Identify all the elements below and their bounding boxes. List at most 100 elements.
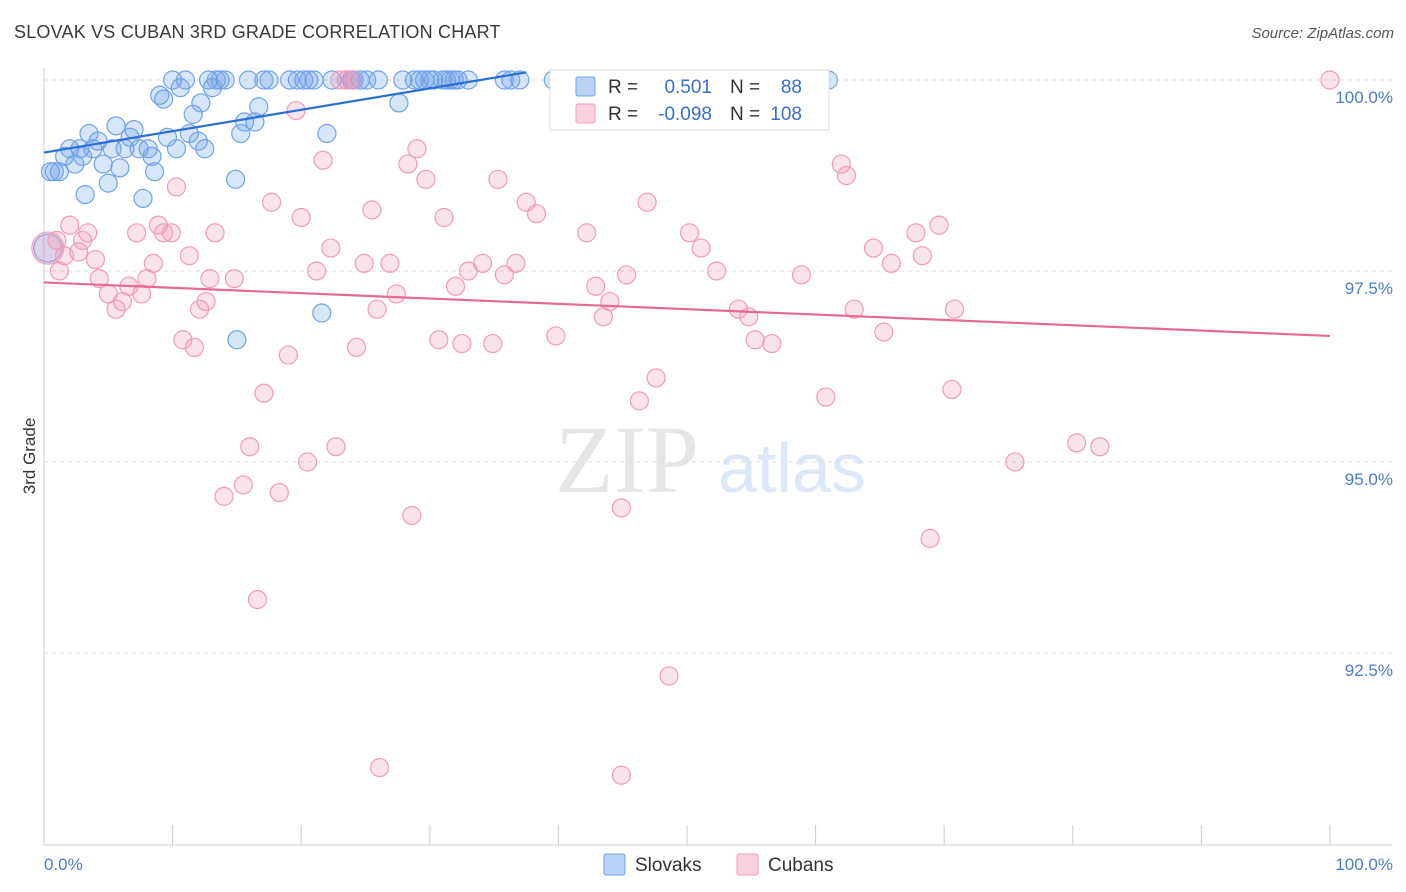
cubans-point-33 <box>254 383 274 403</box>
slovaks-point-66 <box>393 70 413 90</box>
stats-legend-box <box>549 69 830 131</box>
cubans-point-31 <box>240 437 260 457</box>
slovaks-point-54 <box>299 70 319 90</box>
cubans-point-93 <box>881 253 902 273</box>
cubans-point-25 <box>196 291 216 312</box>
watermark-atlas: atlas <box>718 429 866 507</box>
cubans-point-18 <box>153 223 174 243</box>
cubans-point-13 <box>126 223 147 243</box>
cubans-point-96 <box>920 528 940 549</box>
cubans-point-47 <box>354 253 374 273</box>
cubans-legend-label[interactable]: Cubans <box>768 855 834 876</box>
slovaks-point-42 <box>215 70 235 90</box>
slovaks-point-55 <box>304 70 324 90</box>
cubans-point-59 <box>452 333 472 354</box>
cubans-point-44 <box>336 70 356 90</box>
slovaks-r-label: R = <box>608 77 638 98</box>
cubans-point-28 <box>214 486 234 506</box>
cubans-point-90 <box>844 299 864 319</box>
cubans-point-104 <box>370 757 390 778</box>
slovaks-point-37 <box>195 139 215 159</box>
cubans-point-14 <box>132 284 152 304</box>
slovaks-point-8 <box>72 146 93 166</box>
cubans-point-40 <box>307 261 327 281</box>
cubans-point-79 <box>679 223 700 243</box>
cubans-point-6 <box>78 223 98 243</box>
slovaks-legend-swatch <box>575 76 596 97</box>
cubans-point-80 <box>691 238 711 258</box>
cubans-point-86 <box>791 265 812 285</box>
gridlines <box>44 79 1392 654</box>
slovaks-point-24 <box>142 146 162 166</box>
y-tick-label-0: 92.5% <box>1345 661 1393 680</box>
slovaks-point-2 <box>44 162 64 182</box>
cubans-point-16 <box>143 253 163 273</box>
cubans-point-8 <box>89 269 109 289</box>
cubans-point-27 <box>205 223 225 243</box>
cubans-point-29 <box>224 269 244 289</box>
cubans-point-88 <box>831 154 851 174</box>
cubans-point-69 <box>577 223 597 243</box>
slovaks-point-22 <box>133 188 153 209</box>
slovaks-point-14 <box>98 173 118 193</box>
stats-legend: R = 0.501 N = 88 R = -0.098 N = 108 <box>549 69 830 131</box>
y-tick-label-2: 97.5% <box>1345 279 1393 298</box>
cubans-point-3 <box>60 215 80 235</box>
cubans-point-101 <box>1067 433 1087 453</box>
cubans-bottom-swatch[interactable] <box>736 853 759 876</box>
cubans-point-73 <box>611 498 632 518</box>
slovaks-point-17 <box>110 158 130 178</box>
cubans-point-4 <box>69 242 89 262</box>
x-tick-marks <box>43 825 1331 845</box>
slovaks-point-87 <box>227 330 247 350</box>
cubans-points <box>31 70 1340 785</box>
trend-lines <box>43 71 1331 338</box>
slovaks-point-56 <box>312 303 332 323</box>
cubans-point-70 <box>586 276 606 296</box>
slovaks-point-65 <box>389 93 409 113</box>
slovaks-point-52 <box>287 70 307 90</box>
series-legend: Slovaks Cubans <box>603 853 834 876</box>
cubans-point-34 <box>262 192 282 212</box>
cubans-point-32 <box>247 589 268 610</box>
cubans-point-75 <box>629 391 650 411</box>
y-tick-label-1: 95.0% <box>1345 470 1393 489</box>
slovaks-point-51 <box>280 70 300 90</box>
y-tick-label-3: 100.0% <box>1335 88 1393 107</box>
slovaks-point-67 <box>404 70 424 90</box>
slovaks-point-58 <box>322 70 342 90</box>
cubans-point-95 <box>912 246 932 266</box>
cubans-point-105 <box>611 765 632 785</box>
slovaks-point-26 <box>150 85 170 105</box>
slovaks-points <box>33 70 839 350</box>
slovaks-point-30 <box>166 139 187 159</box>
cubans-point-107 <box>49 261 70 281</box>
y-axis-label: 3rd Grade <box>20 418 39 495</box>
cubans-point-102 <box>1090 437 1110 457</box>
slovaks-point-35 <box>188 131 208 151</box>
cubans-point-89 <box>836 165 857 186</box>
cubans-legend-swatch <box>575 103 596 124</box>
cubans-point-87 <box>816 387 836 407</box>
cubans-point-58 <box>445 276 466 296</box>
cubans-point-94 <box>906 223 926 243</box>
slovaks-point-9 <box>75 185 95 205</box>
cubans-point-62 <box>483 333 503 354</box>
x-tick-label-min: 0.0% <box>44 855 83 874</box>
cubans-point-36 <box>278 345 298 365</box>
cubans-point-42 <box>321 238 341 258</box>
slovaks-point-32 <box>175 70 196 90</box>
slovaks-legend-label[interactable]: Slovaks <box>635 855 702 876</box>
cubans-point-49 <box>367 299 387 319</box>
cubans-point-35 <box>269 482 289 503</box>
cubans-point-19 <box>161 223 181 243</box>
cubans-point-74 <box>616 265 637 285</box>
cubans-point-54 <box>407 139 427 159</box>
cubans-point-99 <box>944 299 965 319</box>
cubans-point-100 <box>1005 452 1025 472</box>
cubans-n-value: 108 <box>770 104 802 125</box>
cubans-point-2 <box>54 246 75 266</box>
slovaks-bottom-swatch[interactable] <box>603 853 626 876</box>
slovaks-trend-line <box>43 71 527 154</box>
slovaks-point-50 <box>259 70 279 90</box>
